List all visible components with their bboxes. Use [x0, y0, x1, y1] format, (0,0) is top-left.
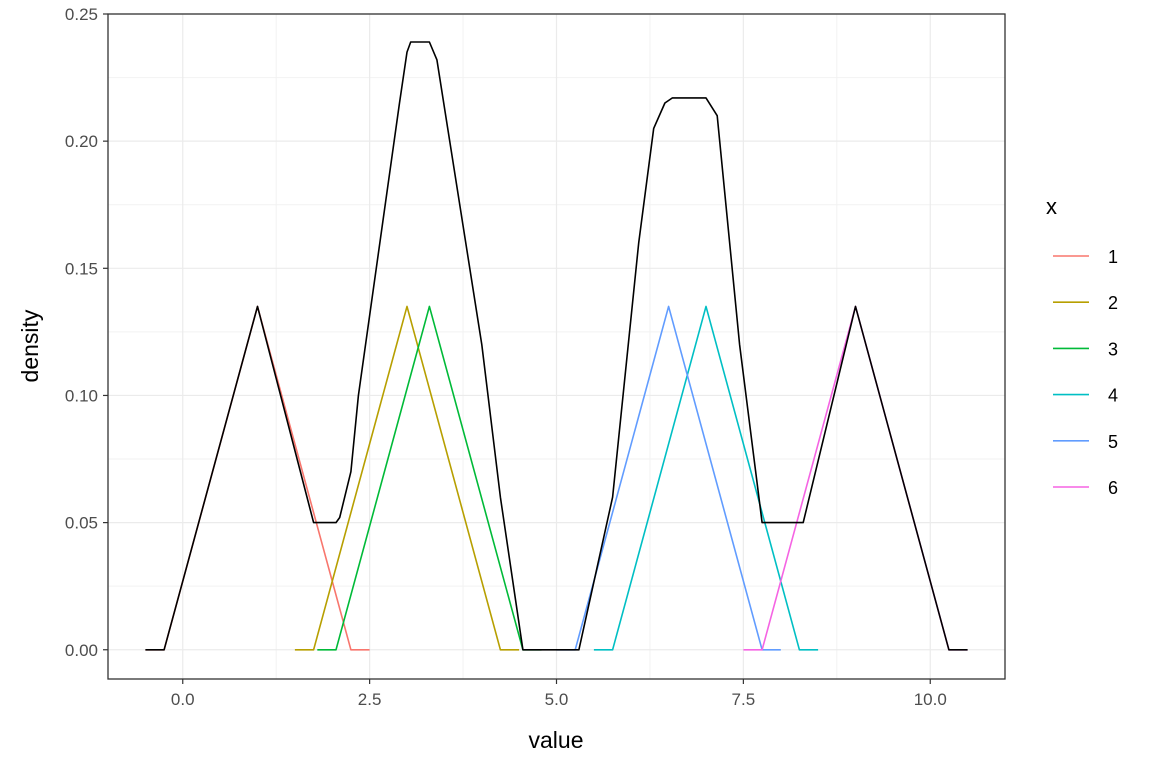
x-tick-label: 7.5	[732, 690, 756, 709]
y-axis-title: density	[17, 309, 43, 382]
series-line-4	[593, 305, 819, 651]
y-axis: 0.00 0.05 0.10 0.15 0.20 0.25	[65, 5, 108, 660]
y-tick-label: 0.05	[65, 514, 98, 533]
x-tick-label: 2.5	[358, 690, 382, 709]
legend: x 1 2 3 4 5 6	[1046, 194, 1118, 498]
y-tick-label: 0.00	[65, 641, 98, 660]
y-tick-label: 0.10	[65, 386, 98, 405]
legend-label-4: 4	[1108, 386, 1118, 406]
legend-title: x	[1046, 194, 1057, 219]
x-tick-label: 5.0	[545, 690, 569, 709]
y-tick-label: 0.25	[65, 5, 98, 24]
legend-label-2: 2	[1108, 293, 1118, 313]
legend-label-6: 6	[1108, 478, 1118, 498]
x-tick-label: 0.0	[171, 690, 195, 709]
series-line-2	[294, 305, 520, 651]
legend-label-3: 3	[1108, 339, 1118, 359]
series-layer	[145, 41, 968, 651]
x-axis: 0.0 2.5 5.0 7.5 10.0	[171, 679, 947, 709]
y-tick-label: 0.20	[65, 132, 98, 151]
legend-label-1: 1	[1108, 247, 1118, 267]
x-axis-title: value	[529, 727, 584, 753]
envelope-line	[145, 41, 968, 651]
y-tick-label: 0.15	[65, 259, 98, 278]
x-tick-label: 10.0	[914, 690, 947, 709]
legend-label-5: 5	[1108, 432, 1118, 452]
